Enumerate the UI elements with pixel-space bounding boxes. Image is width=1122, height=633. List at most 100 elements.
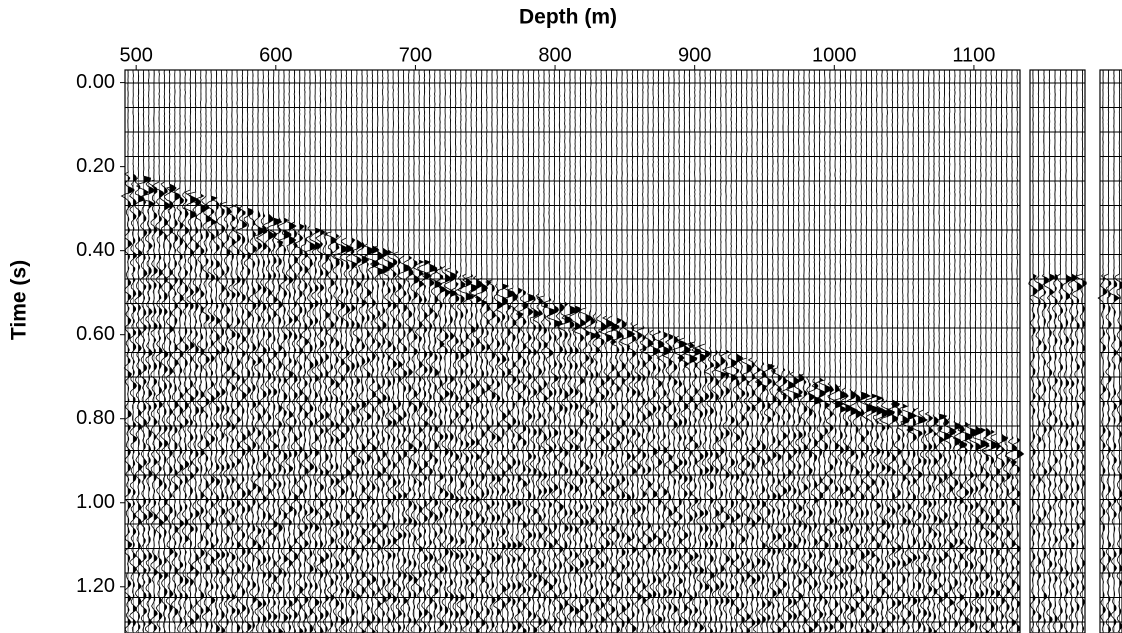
seismic-trace [350,69,363,633]
seismic-trace [402,69,414,633]
seismic-trace [434,70,448,633]
seismic-trace-fill [403,70,411,633]
seismic-trace [248,69,257,633]
seismic-trace [842,69,859,633]
seismic-trace [276,69,292,633]
seismic-trace [884,69,901,633]
seismic-trace [957,70,973,633]
seismic-trace-fill [216,70,220,633]
seismic-trace [495,69,510,633]
seismic-trace [485,69,496,633]
seismic-trace [408,69,420,633]
seismic-trace-fill [1119,70,1122,633]
seismic-trace-fill [128,70,135,633]
seismic-trace [827,69,844,633]
seismic-trace [617,69,627,633]
seismic-trace [227,70,236,633]
seismic-trace [345,69,359,633]
seismic-trace [584,69,599,633]
seismic-trace [163,69,177,633]
seismic-trace [598,70,616,633]
seismic-trace [422,69,438,633]
seismic-trace [952,70,968,633]
seismic-trace [134,69,145,633]
seismic-trace [1051,70,1059,633]
seismic-trace [273,69,284,633]
seismic-trace-fill [585,70,592,633]
seismic-trace [397,69,412,633]
seismic-trace [630,69,643,633]
seismic-trace [516,69,529,633]
seismic-trace [648,69,661,633]
panel-frame [1029,69,1086,633]
seismic-trace [546,69,565,633]
seismic-trace [1075,69,1087,633]
seismic-trace-fill [986,70,991,633]
seismic-trace [462,70,478,633]
seismic-trace [831,69,849,633]
seismic-trace [1103,69,1112,633]
seismic-trace-fill [804,70,808,633]
seismic-trace [964,69,978,633]
seismic-trace [1067,69,1078,633]
plot-frame [124,69,1021,633]
seismic-trace [532,70,544,633]
seismic-trace-fill [148,70,155,633]
seismic-trace [147,70,158,633]
seismic-trace-fill [653,70,660,633]
seismic-trace [761,69,775,633]
seismic-trace [610,69,624,633]
seismic-trace-fill [434,70,442,633]
seismic-trace [981,69,991,633]
seismic-trace [159,69,171,633]
seismic-trace [443,69,458,633]
seismic-trace [139,69,156,633]
seismic-trace-fill [492,70,496,633]
seismic-trace-fill [741,70,746,633]
seismic-trace [449,69,460,633]
seismic-trace [541,69,557,633]
seismic-trace [1002,69,1012,633]
seismic-trace [231,69,242,633]
seismic-trace [1043,69,1056,633]
seismic-trace [1107,69,1121,633]
x-axis-title: Depth (m) [519,6,617,29]
seismic-trace-fill [778,70,782,633]
seismic-trace [473,69,489,633]
seismic-trace [639,69,655,633]
seismic-trace-fill [715,70,720,633]
seismic-trace [906,69,918,633]
seismic-trace [330,69,340,633]
seismic-trace-fill [544,70,548,633]
seismic-trace [737,69,747,633]
seismic-trace-fill [533,70,540,633]
seismic-trace [934,69,948,633]
seismic-trace [911,69,929,633]
seismic-trace [825,69,835,633]
seismic-trace [513,69,524,633]
seismic-trace [918,69,928,633]
seismic-trace [555,69,565,633]
seismic-trace [364,69,380,633]
seismic-trace [863,70,879,633]
seismic-trace [243,69,254,633]
x-tick-label: 600 [259,44,292,66]
seismic-trace-fill [185,70,189,633]
seismic-trace [691,69,707,633]
seismic-trace [429,69,443,633]
plot-area [120,69,1025,633]
seismic-trace [937,69,953,633]
seismic-trace-fill [1017,70,1024,633]
seismic-trace-fill [1114,70,1120,633]
seismic-trace [561,69,578,633]
seismic-trace [878,70,896,633]
seismic-trace [1097,69,1108,633]
seismic-trace-fill [1082,70,1087,633]
seismic-trace [1056,70,1064,633]
seismic-trace [266,69,283,633]
seismic-trace [416,69,432,633]
seismic-trace [1005,69,1018,633]
x-tick-label: 1100 [952,44,995,66]
